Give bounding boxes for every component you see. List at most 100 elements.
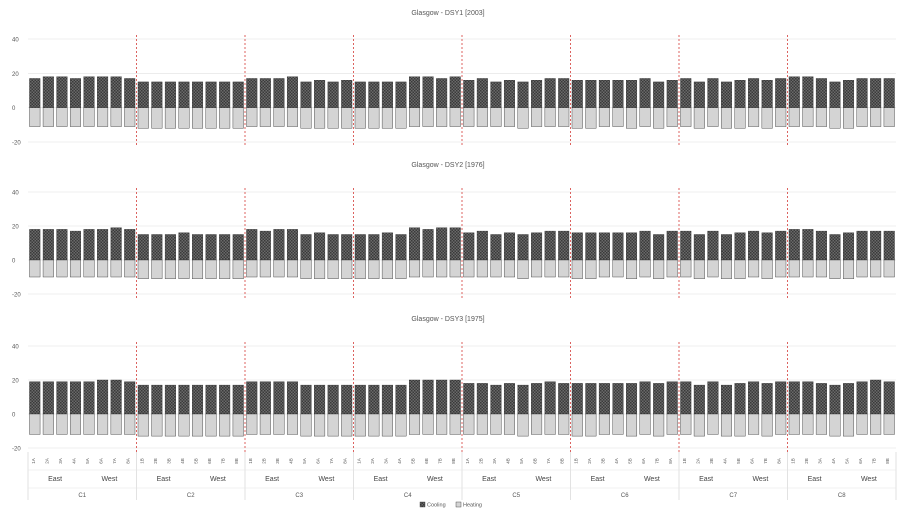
bar-cooling <box>449 76 461 108</box>
subgroup-label: West <box>535 476 551 483</box>
bar-cooling <box>83 229 95 261</box>
bar-cooling <box>843 232 855 261</box>
bar-cooling <box>124 78 136 108</box>
bar-heating <box>422 413 434 435</box>
bar-heating <box>463 107 475 127</box>
chart-title: Glasgow - DSY2 [1976] <box>411 162 484 169</box>
bar-heating <box>137 107 149 129</box>
bar-cooling <box>205 384 217 415</box>
bar-cooling <box>192 234 204 261</box>
subgroup-label: West <box>644 476 660 483</box>
bar-heating <box>761 413 773 437</box>
bar-heating <box>517 259 529 279</box>
bar-cooling <box>531 383 543 415</box>
bar-cooling <box>788 76 800 108</box>
bar-cooling <box>422 229 434 261</box>
bar-heating <box>395 259 407 279</box>
bar-heating <box>639 259 651 278</box>
bar-heating <box>368 107 380 129</box>
bar-heating <box>612 413 624 435</box>
x-tick-label: 3A <box>383 458 388 464</box>
bar-cooling <box>42 76 54 108</box>
x-tick-label: 3A <box>817 458 822 464</box>
bar-heating <box>314 259 326 279</box>
bar-cooling <box>680 381 692 415</box>
x-tick-label: 5B <box>736 458 741 464</box>
bar-cooling <box>829 81 841 108</box>
bar-cooling <box>178 81 190 108</box>
bar-cooling <box>544 381 556 415</box>
bar-heating <box>56 413 68 435</box>
subgroup-label: East <box>48 476 62 483</box>
bar-heating <box>124 413 136 435</box>
bar-cooling <box>856 78 868 108</box>
bar-heating <box>42 413 54 435</box>
bar-heating <box>720 107 732 129</box>
bar-cooling <box>232 234 244 261</box>
x-tick-label: 2B <box>261 458 266 464</box>
bar-heating <box>476 413 488 435</box>
bar-heating <box>626 413 638 437</box>
y-tick-label: 0 <box>12 413 16 419</box>
bar-cooling <box>56 381 68 415</box>
bar-heating <box>517 107 529 129</box>
x-tick-label: 4A <box>71 458 76 464</box>
bar-heating <box>42 107 54 127</box>
bar-cooling <box>544 78 556 108</box>
x-tick-label: 7A <box>546 458 551 464</box>
bar-cooling <box>503 79 515 108</box>
bar-cooling <box>300 384 312 415</box>
bar-cooling <box>259 381 271 415</box>
bar-cooling <box>192 81 204 108</box>
bar-heating <box>761 107 773 129</box>
bar-heating <box>422 107 434 127</box>
bar-heating <box>164 107 176 129</box>
bar-cooling <box>707 381 719 415</box>
x-tick-label: 8A <box>777 458 782 464</box>
bar-cooling <box>666 230 678 261</box>
bar-heating <box>395 413 407 437</box>
bar-heating <box>680 107 692 127</box>
bar-cooling <box>775 381 787 415</box>
bar-cooling <box>368 234 380 261</box>
x-tick-label: 5A <box>302 458 307 464</box>
bar-cooling <box>327 81 339 108</box>
bar-cooling <box>151 234 163 261</box>
bar-heating <box>327 259 339 279</box>
bar-heating <box>219 413 231 437</box>
bar-heating <box>436 107 448 127</box>
bar-cooling <box>761 232 773 261</box>
y-tick-label: 20 <box>12 225 19 231</box>
bar-heating <box>707 413 719 435</box>
bar-heating <box>97 413 109 435</box>
bar-cooling <box>232 384 244 415</box>
bar-cooling <box>571 79 583 108</box>
bar-heating <box>395 107 407 129</box>
bar-cooling <box>720 384 732 415</box>
bar-cooling <box>164 234 176 261</box>
x-tick-label: 6B <box>207 458 212 464</box>
bar-cooling <box>327 384 339 415</box>
bar-cooling <box>490 81 502 108</box>
x-tick-label: 7B <box>872 458 877 464</box>
bar-heating <box>748 107 760 127</box>
subgroup-label: West <box>427 476 443 483</box>
x-tick-label: 4B <box>288 458 293 464</box>
bar-cooling <box>748 381 760 415</box>
bar-heating <box>829 413 841 437</box>
bar-heating <box>69 107 81 127</box>
bar-cooling <box>232 81 244 108</box>
bar-heating <box>273 413 285 435</box>
bar-cooling <box>626 383 638 415</box>
bar-cooling <box>409 227 421 261</box>
chart-panel-3: Glasgow - DSY3 [1975] -20 0 20 40 <box>12 316 896 453</box>
x-tick-label: 8A <box>668 458 673 464</box>
bar-cooling <box>843 383 855 415</box>
group-label: C4 <box>404 493 412 499</box>
group-label: C6 <box>621 493 629 499</box>
bar-heating <box>151 413 163 437</box>
x-tick-label: 2A <box>370 458 375 464</box>
x-tick-label: 7B <box>438 458 443 464</box>
bar-cooling <box>327 234 339 261</box>
bar-cooling <box>56 229 68 261</box>
